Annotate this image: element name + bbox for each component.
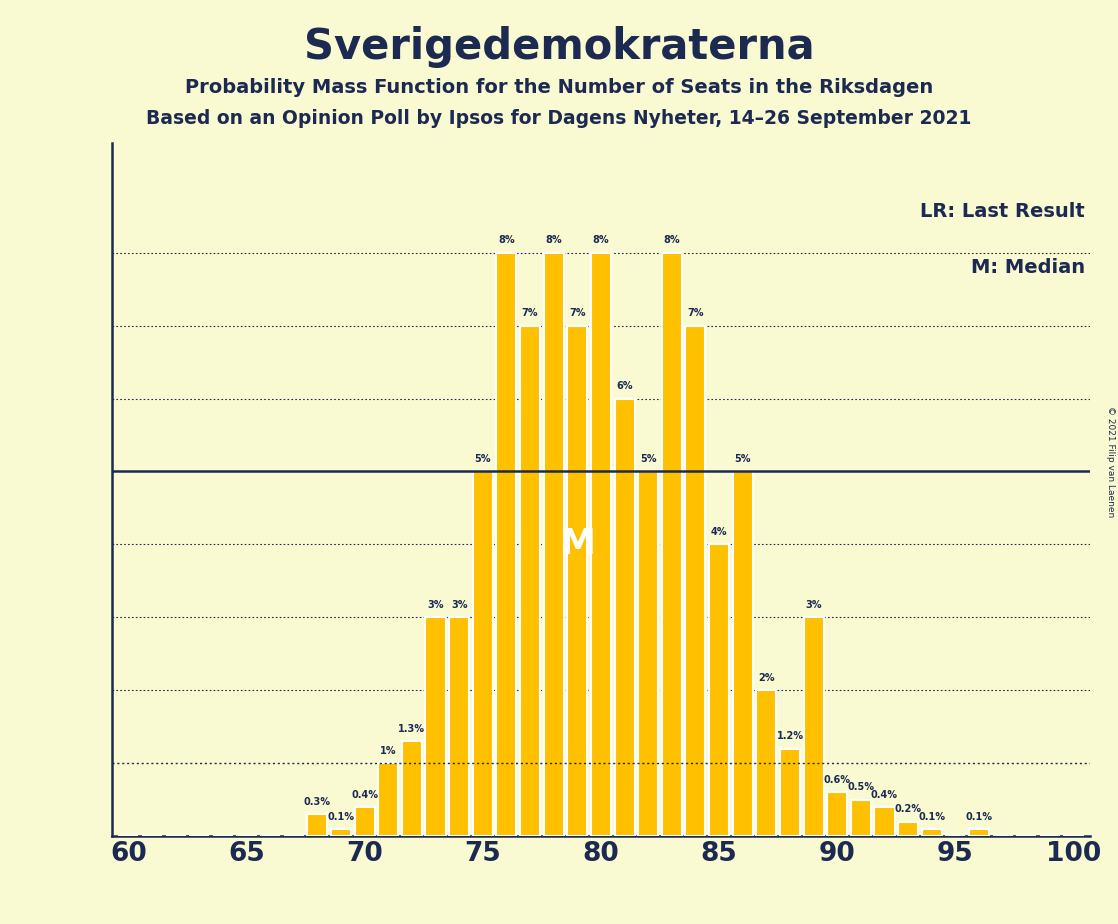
Bar <box>496 252 517 836</box>
Bar <box>732 471 752 836</box>
Text: 5%: 5% <box>735 455 751 464</box>
Text: 2%: 2% <box>758 673 775 683</box>
Bar <box>401 741 421 836</box>
Bar <box>638 471 659 836</box>
Bar <box>709 544 729 836</box>
Text: 8%: 8% <box>663 236 680 246</box>
Bar <box>615 398 635 836</box>
Text: 5%: 5% <box>639 455 656 464</box>
Text: 0.6%: 0.6% <box>824 775 851 785</box>
Text: Sverigedemokraterna: Sverigedemokraterna <box>304 26 814 67</box>
Text: LR: Last Result: LR: Last Result <box>920 202 1086 221</box>
Text: 4%: 4% <box>711 527 728 537</box>
Text: 8%: 8% <box>593 236 609 246</box>
Text: 0.1%: 0.1% <box>918 811 945 821</box>
Bar <box>827 793 847 836</box>
Bar <box>378 763 398 836</box>
Bar <box>662 252 682 836</box>
Text: 3%: 3% <box>427 600 444 610</box>
Bar <box>567 325 587 836</box>
Text: © 2021 Filip van Laenen: © 2021 Filip van Laenen <box>1106 407 1115 517</box>
Text: M: M <box>559 528 595 562</box>
Bar <box>921 829 941 836</box>
Text: 7%: 7% <box>688 309 703 318</box>
Bar <box>780 748 800 836</box>
Text: 0.1%: 0.1% <box>966 811 993 821</box>
Bar <box>473 471 493 836</box>
Text: 1%: 1% <box>380 746 397 756</box>
Text: 0.3%: 0.3% <box>304 797 331 807</box>
Bar <box>331 829 351 836</box>
Text: 7%: 7% <box>569 309 586 318</box>
Text: 0.2%: 0.2% <box>894 804 921 814</box>
Bar <box>969 829 989 836</box>
Text: Probability Mass Function for the Number of Seats in the Riksdagen: Probability Mass Function for the Number… <box>184 78 934 97</box>
Text: 7%: 7% <box>522 309 538 318</box>
Bar <box>851 800 871 836</box>
Text: 8%: 8% <box>546 236 562 246</box>
Bar <box>685 325 705 836</box>
Text: 0.4%: 0.4% <box>351 790 378 800</box>
Text: 3%: 3% <box>805 600 822 610</box>
Text: 0.1%: 0.1% <box>328 811 354 821</box>
Bar <box>804 617 824 836</box>
Bar <box>898 821 918 836</box>
Bar <box>449 617 470 836</box>
Text: 6%: 6% <box>616 382 633 391</box>
Bar <box>591 252 610 836</box>
Text: 0.5%: 0.5% <box>847 783 874 793</box>
Bar <box>756 690 776 836</box>
Bar <box>543 252 563 836</box>
Text: M: Median: M: Median <box>972 258 1086 276</box>
Bar <box>354 807 375 836</box>
Bar <box>874 807 894 836</box>
Text: 3%: 3% <box>451 600 467 610</box>
Text: 5%: 5% <box>474 455 491 464</box>
Text: Based on an Opinion Poll by Ipsos for Dagens Nyheter, 14–26 September 2021: Based on an Opinion Poll by Ipsos for Da… <box>146 109 972 128</box>
Text: 0.4%: 0.4% <box>871 790 898 800</box>
Bar <box>426 617 446 836</box>
Text: 8%: 8% <box>499 236 514 246</box>
Text: 1.3%: 1.3% <box>398 724 425 734</box>
Bar <box>307 814 328 836</box>
Text: 1.2%: 1.2% <box>777 732 804 741</box>
Bar <box>520 325 540 836</box>
